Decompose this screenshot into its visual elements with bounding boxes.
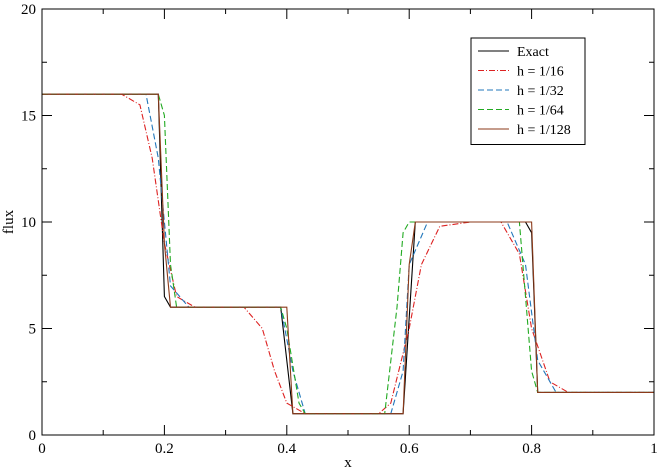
y-tick-label: 5: [29, 322, 37, 338]
x-axis-label: x: [344, 455, 352, 470]
x-tick-label: 0: [38, 441, 46, 457]
legend-label: h = 1/16: [517, 65, 564, 80]
legend-box: [470, 37, 586, 145]
legend-label: h = 1/128: [517, 123, 571, 138]
y-tick-label: 20: [21, 2, 36, 18]
plot-lines: [42, 93, 654, 415]
y-axis-label: flux: [1, 209, 17, 234]
legend-label: Exact: [517, 45, 549, 60]
x-tick-label: 0.8: [522, 441, 541, 457]
y-tick-label: 10: [21, 215, 36, 231]
x-tick-label: 0.4: [277, 441, 296, 457]
legend-label: h = 1/32: [517, 84, 564, 99]
x-tick-label: 0.2: [155, 441, 174, 457]
axis-ticks: [41, 8, 655, 436]
series-line-4: [42, 93, 654, 415]
legend-label: h = 1/64: [517, 104, 564, 119]
legend: Exact h = 1/16 h = 1/32 h = 1/64 h = 1/128: [470, 37, 586, 145]
y-tick-label: 15: [21, 109, 36, 125]
y-tick-label: 0: [29, 428, 37, 444]
x-tick-label: 0.6: [400, 441, 419, 457]
x-tick-label: 1: [650, 441, 658, 457]
